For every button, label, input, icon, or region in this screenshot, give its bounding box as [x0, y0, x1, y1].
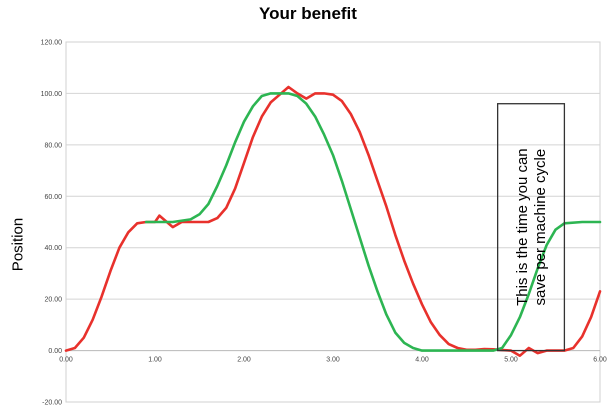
x-tick-label: 2.00	[237, 357, 251, 364]
x-tick-label: 4.00	[415, 357, 429, 364]
x-tick-label: 3.00	[326, 357, 340, 364]
y-tick-label: -20.00	[42, 400, 62, 407]
x-tick-label: 0.00	[59, 357, 73, 364]
chart-title: Your benefit	[259, 4, 357, 23]
annotation-line-1: This is the time you can	[514, 148, 531, 306]
y-tick-label: 60.00	[44, 194, 62, 201]
annotation-line-2: save per machine cycle	[532, 149, 549, 306]
annotation-box	[496, 103, 566, 352]
y-tick-label: 80.00	[44, 142, 62, 149]
series-line-green	[144, 92, 602, 352]
x-tick-label: 5.00	[504, 357, 518, 364]
x-tick-label: 6.00	[593, 357, 607, 364]
y-tick-label: 120.00	[41, 40, 63, 47]
y-tick-label: 0.00	[48, 348, 62, 355]
y-tick-label: 40.00	[44, 245, 62, 252]
y-tick-label: 100.00	[41, 91, 63, 98]
annotation-text-group: This is the time you can save per machine…	[514, 148, 549, 306]
y-tick-label: 20.00	[44, 297, 62, 304]
x-tick-label: 1.00	[148, 357, 162, 364]
